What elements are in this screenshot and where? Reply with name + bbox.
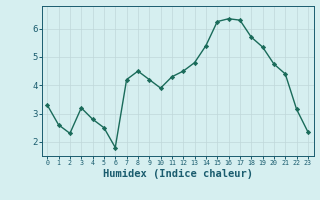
X-axis label: Humidex (Indice chaleur): Humidex (Indice chaleur) xyxy=(103,169,252,179)
